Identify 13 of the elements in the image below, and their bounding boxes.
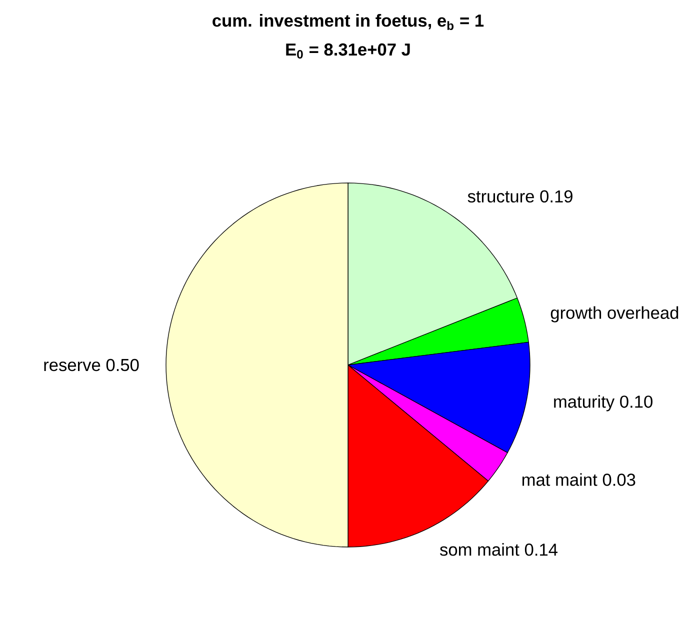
data-label: 0.19 [540,190,572,203]
slice-label: reserve [44,362,100,372]
data-label: 0.10 [620,396,652,408]
slice-label: structure [468,191,534,203]
data-label: 0.50 [106,358,139,372]
slice-label: mat maint [522,473,598,486]
chart-subtitle: E$_{0}$ = 8.31e+07 J [286,43,410,59]
data-label: 0.03 [602,474,636,486]
data-label: 0.14 [524,544,558,556]
slice-label: growth overhead [550,306,678,322]
slice-label: maturity [554,395,615,412]
slice-label: som maint [440,543,520,556]
chart-title: cum. investment in foetus, e$_{b}$ = 1 [212,14,484,30]
